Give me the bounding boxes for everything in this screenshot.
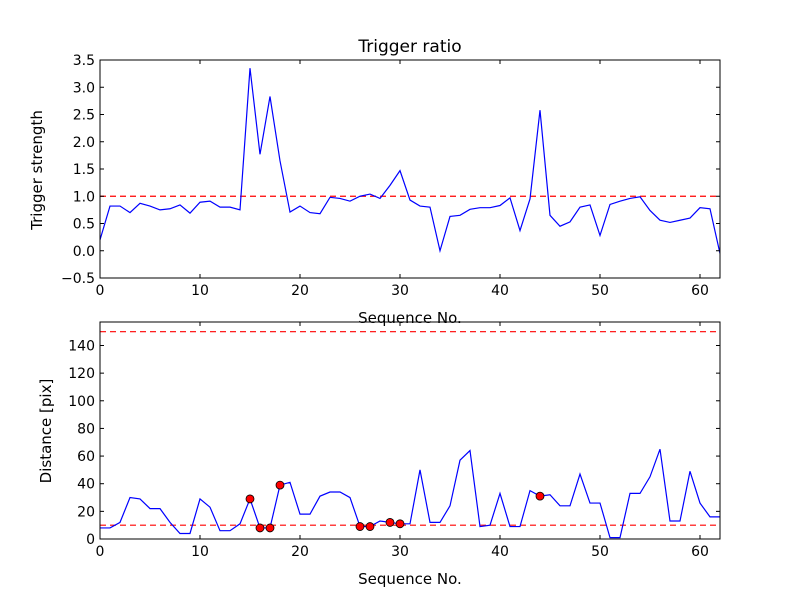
data-point: [355, 522, 365, 531]
y-tick-label: 0.0: [73, 244, 95, 260]
y-tick-label: 3.5: [73, 53, 95, 69]
y-tick-label: 40: [77, 477, 95, 493]
x-tick-label: 10: [191, 544, 209, 560]
x-tick-label: 60: [691, 544, 709, 560]
y-tick-label: 120: [68, 366, 95, 382]
distance-chart: Sequence No. Distance [pix] 0 10 20 30 40 50 6…: [37, 321, 721, 588]
y-axis-label: Distance [pix]: [37, 379, 55, 484]
data-point: [245, 494, 255, 504]
y-tick-label: 1.0: [73, 189, 95, 205]
x-tick-label: 0: [96, 283, 105, 299]
x-axis-label: Sequence No.: [358, 309, 462, 327]
x-axis-label: Sequence No.: [358, 570, 462, 588]
x-tick-label: 10: [191, 283, 209, 299]
x-tick-label: 30: [391, 544, 409, 560]
plot-frame: [99, 321, 721, 540]
data-point: [535, 491, 545, 501]
y-tick-label: −0.5: [61, 271, 95, 287]
trigger-ratio-chart: Trigger ratio Sequence No. Trigger stren…: [28, 37, 721, 327]
y-tick-label: 2.5: [73, 108, 95, 124]
y-tick-label: 140: [68, 338, 95, 354]
y-tick-label: 2.0: [73, 135, 95, 151]
x-tick-label: 0: [96, 544, 105, 560]
x-tick-label: 50: [591, 283, 609, 299]
data-point: [385, 518, 395, 527]
x-tick-label: 30: [391, 283, 409, 299]
y-axis-label: Trigger strength: [28, 110, 46, 231]
y-tick-label: 60: [77, 449, 95, 465]
y-tick-label: 0: [86, 532, 95, 548]
series-line: [100, 68, 720, 254]
x-tick-label: 50: [591, 544, 609, 560]
y-tick-label: 20: [77, 504, 95, 520]
data-point: [255, 523, 265, 533]
data-point: [275, 480, 285, 490]
y-tick-label: 1.5: [73, 162, 95, 178]
data-point: [395, 519, 405, 529]
data-point: [365, 522, 375, 531]
x-tick-label: 40: [491, 544, 509, 560]
x-tick-label: 40: [491, 283, 509, 299]
y-tick-label: 3.0: [73, 80, 95, 96]
x-tick-label: 20: [291, 283, 309, 299]
y-tick-label: 80: [77, 421, 95, 437]
y-tick-label: 100: [68, 394, 95, 410]
x-tick-label: 20: [291, 544, 309, 560]
x-tick-label: 60: [691, 283, 709, 299]
chart-title: Trigger ratio: [357, 37, 461, 57]
data-point: [265, 523, 275, 533]
series-line: [100, 448, 720, 539]
y-tick-label: 0.5: [73, 217, 95, 233]
